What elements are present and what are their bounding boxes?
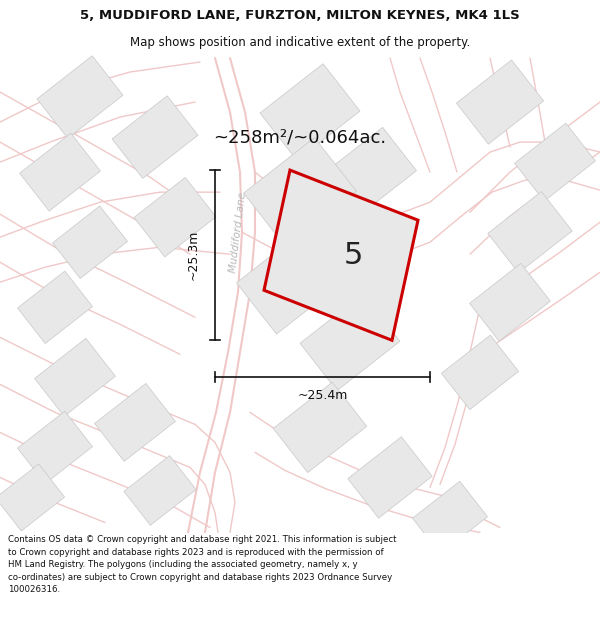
Text: 5, MUDDIFORD LANE, FURZTON, MILTON KEYNES, MK4 1LS: 5, MUDDIFORD LANE, FURZTON, MILTON KEYNE… — [80, 9, 520, 22]
Polygon shape — [236, 231, 343, 334]
Text: ~25.3m: ~25.3m — [187, 230, 199, 281]
Polygon shape — [264, 170, 418, 340]
Polygon shape — [470, 263, 550, 341]
Text: Contains OS data © Crown copyright and database right 2021. This information is : Contains OS data © Crown copyright and d… — [8, 535, 397, 594]
Polygon shape — [134, 177, 216, 257]
Text: Map shows position and indicative extent of the property.: Map shows position and indicative extent… — [130, 36, 470, 49]
Polygon shape — [95, 383, 175, 461]
Text: ~25.4m: ~25.4m — [298, 389, 347, 402]
Polygon shape — [300, 294, 400, 391]
Polygon shape — [488, 191, 572, 273]
Polygon shape — [273, 382, 367, 472]
Polygon shape — [124, 456, 196, 525]
Polygon shape — [260, 64, 360, 161]
Polygon shape — [17, 271, 92, 344]
Polygon shape — [37, 56, 123, 138]
Polygon shape — [53, 206, 127, 278]
Polygon shape — [348, 437, 432, 518]
Polygon shape — [17, 411, 92, 484]
Polygon shape — [413, 481, 487, 554]
Polygon shape — [323, 127, 416, 217]
Polygon shape — [35, 338, 115, 416]
Text: Muddiford Lane: Muddiford Lane — [228, 191, 248, 273]
Text: 5: 5 — [343, 241, 362, 270]
Polygon shape — [0, 464, 65, 531]
Polygon shape — [515, 123, 595, 201]
Polygon shape — [20, 133, 100, 211]
Polygon shape — [112, 96, 198, 178]
Polygon shape — [244, 138, 356, 247]
Text: ~258m²/~0.064ac.: ~258m²/~0.064ac. — [214, 128, 386, 146]
Polygon shape — [442, 335, 518, 409]
Polygon shape — [457, 60, 544, 144]
